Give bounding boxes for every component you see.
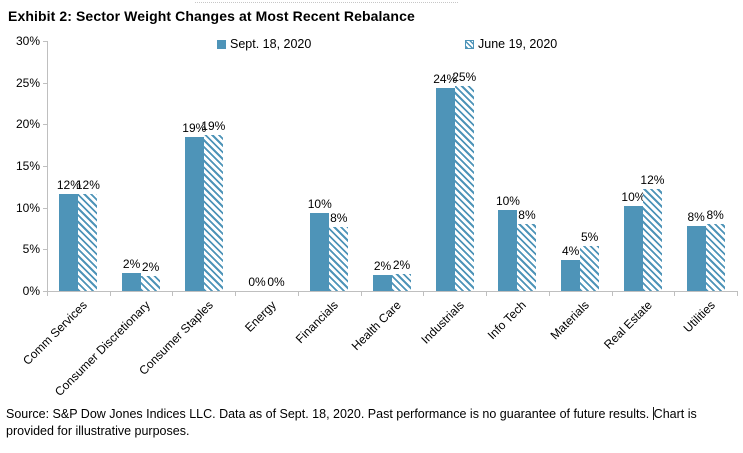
bar-value-label: 25% xyxy=(452,70,477,84)
y-axis-line xyxy=(47,41,48,291)
bar-sept xyxy=(561,260,581,291)
y-axis-tick xyxy=(43,249,47,251)
source-note: Source: S&P Dow Jones Indices LLC. Data … xyxy=(6,406,741,440)
bar-value-label: 0% xyxy=(248,275,266,289)
y-axis-tick-label: 25% xyxy=(15,75,40,90)
disclaimer-text: Chart is provided for illustrative purpo… xyxy=(6,407,697,438)
bar-value-label: 2% xyxy=(373,259,392,273)
bar-june xyxy=(329,227,349,291)
x-axis-tick xyxy=(674,292,676,296)
bar-value-label: 10% xyxy=(495,194,520,208)
x-axis-tick xyxy=(109,292,111,296)
bar-value-label: 19% xyxy=(182,121,207,135)
bar-value-label: 8% xyxy=(518,208,536,222)
bar-value-label: 10% xyxy=(307,197,332,211)
x-axis-tick xyxy=(611,292,613,296)
bar-value-label: 10% xyxy=(621,190,646,204)
y-axis-tick-label: 30% xyxy=(15,34,40,48)
bar-value-label: 8% xyxy=(706,208,724,222)
x-axis-tick xyxy=(297,292,299,296)
y-axis-tick xyxy=(43,291,47,292)
bar-value-label: 19% xyxy=(201,119,226,133)
chart-title: Exhibit 2: Sector Weight Changes at Most… xyxy=(8,8,415,24)
bar-value-label: 8% xyxy=(687,210,705,224)
y-axis-tick-label: 20% xyxy=(15,117,40,132)
x-axis-tick xyxy=(423,292,425,296)
bar-value-label: 12% xyxy=(640,173,665,187)
bar-june xyxy=(454,86,474,291)
x-axis-tick xyxy=(486,292,488,296)
legend-hatched-square-icon xyxy=(465,39,474,49)
y-axis-tick xyxy=(43,166,47,167)
bar-june xyxy=(580,246,600,291)
x-axis-tick xyxy=(360,292,362,296)
bar-june xyxy=(517,224,537,291)
legend-item-sept-18-2020: Sept. 18, 2020 xyxy=(217,37,311,51)
bar-value-label: 2% xyxy=(392,258,411,272)
legend-solid-square-icon xyxy=(217,39,226,49)
x-axis-tick xyxy=(47,292,48,296)
chart-legend: Sept. 18, 2020 June 19, 2020 xyxy=(0,37,743,53)
y-axis-tick-label: 0% xyxy=(22,284,40,298)
y-axis-tick-label: 15% xyxy=(15,159,40,173)
bar-june xyxy=(78,194,98,291)
bar-value-label: 4% xyxy=(562,244,580,258)
y-axis-tick xyxy=(43,207,47,209)
bar-value-label: 0% xyxy=(267,275,285,289)
bar-sept xyxy=(59,194,79,291)
legend-label: June 19, 2020 xyxy=(478,37,558,51)
legend-label: Sept. 18, 2020 xyxy=(230,37,312,51)
bar-sept xyxy=(373,275,392,291)
bar-value-label: 24% xyxy=(433,72,458,86)
bar-sept xyxy=(435,88,455,291)
bar-sept xyxy=(686,226,706,291)
bar-sept xyxy=(310,213,330,291)
text-cursor-icon xyxy=(652,407,654,420)
bar-june xyxy=(203,135,223,291)
bar-june xyxy=(705,224,725,291)
faint-dotted-line xyxy=(195,2,458,3)
y-axis-tick xyxy=(43,124,47,126)
bar-value-label: 8% xyxy=(330,211,348,225)
y-axis-tick-label: 10% xyxy=(15,200,40,215)
bar-sept xyxy=(122,273,142,291)
x-axis-tick xyxy=(548,292,550,296)
x-axis-line xyxy=(47,291,738,292)
bar-sept xyxy=(498,210,518,291)
y-axis-tick-label: 5% xyxy=(22,242,40,257)
y-axis-tick xyxy=(43,82,47,84)
bar-june xyxy=(141,276,161,291)
x-axis-tick xyxy=(737,292,738,296)
y-axis-tick xyxy=(43,41,47,42)
bar-sept xyxy=(184,137,204,291)
bar-sept xyxy=(623,206,643,291)
bar-value-label: 5% xyxy=(581,230,599,244)
bar-june xyxy=(392,274,411,291)
bar-value-label: 2% xyxy=(122,257,141,271)
source-text: Source: S&P Dow Jones Indices LLC. Data … xyxy=(6,407,653,421)
bar-value-label: 12% xyxy=(75,178,100,192)
x-axis-tick xyxy=(172,292,174,296)
bar-june xyxy=(642,189,662,291)
x-axis-tick xyxy=(235,292,237,296)
bar-value-label: 12% xyxy=(56,178,81,192)
legend-item-june-19-2020: June 19, 2020 xyxy=(465,37,557,51)
bar-value-label: 2% xyxy=(141,260,160,274)
